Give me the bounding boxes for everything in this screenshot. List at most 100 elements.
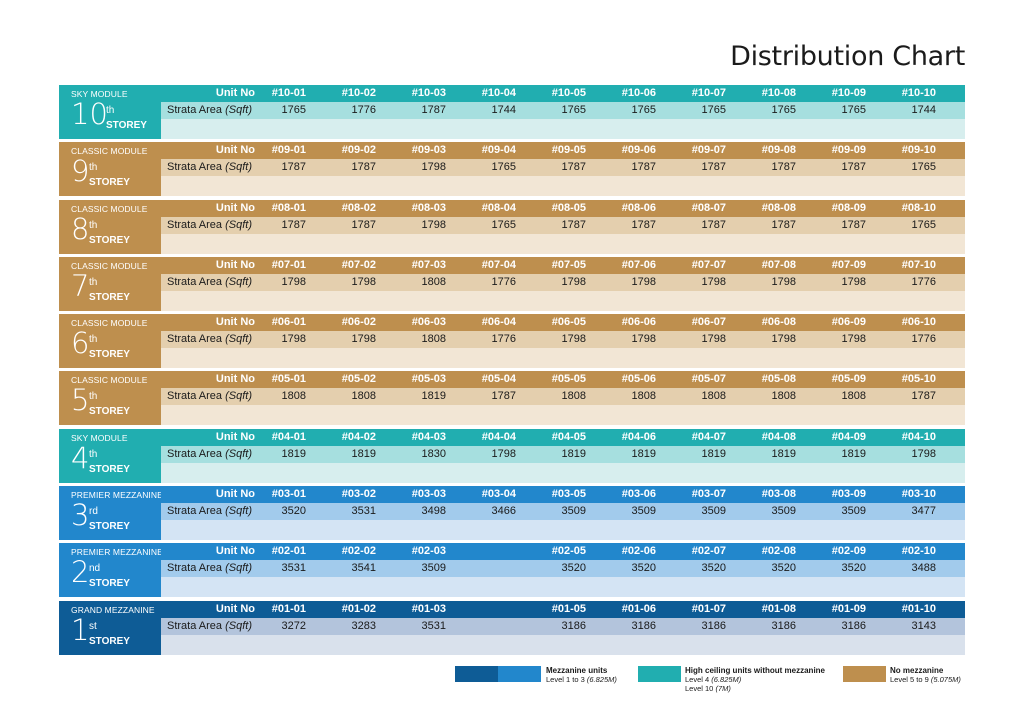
legend-no-mezzanine-title: No mezzanine bbox=[890, 666, 944, 675]
unit-number: #02-09 bbox=[831, 545, 866, 558]
unit-number: #02-06 bbox=[621, 545, 656, 558]
strata-area-label: Strata Area (Sqft) bbox=[167, 562, 252, 575]
strata-area-value: 3488 bbox=[911, 562, 936, 575]
storey-suffix: th bbox=[89, 276, 98, 288]
unit-number: #01-10 bbox=[901, 602, 936, 615]
unit-number: #06-02 bbox=[341, 316, 376, 329]
strata-area-value: 1765 bbox=[911, 218, 936, 231]
storey-number: 9 bbox=[71, 154, 90, 189]
strata-area-row: Strata Area (Sqft) 3272 3283 3531 3186 3186 31… bbox=[161, 617, 965, 635]
unit-number: #06-10 bbox=[901, 316, 936, 329]
strata-area-value: 3531 bbox=[421, 619, 446, 632]
unit-number: #04-10 bbox=[901, 430, 936, 443]
unit-number: #04-04 bbox=[481, 430, 516, 443]
unit-no-label: Unit No bbox=[215, 373, 255, 386]
unit-number: #08-07 bbox=[691, 201, 726, 214]
unit-number: #04-06 bbox=[621, 430, 656, 443]
strata-area-value: 3531 bbox=[281, 562, 306, 575]
blank-row bbox=[161, 233, 965, 254]
storey-number: 4 bbox=[71, 440, 90, 475]
strata-area-value: 1765 bbox=[281, 104, 306, 116]
legend-mezzanine-line1: Level 1 to 3 (6.825M) bbox=[546, 675, 617, 684]
strata-area-value: 1819 bbox=[281, 447, 306, 460]
strata-area-label: Strata Area (Sqft) bbox=[167, 333, 252, 346]
strata-area-value: 1819 bbox=[351, 447, 376, 460]
strata-area-value: 1819 bbox=[631, 447, 656, 460]
unit-number: #07-06 bbox=[621, 258, 656, 271]
strata-area-value: 1787 bbox=[771, 161, 796, 174]
strata-area-value: 1765 bbox=[631, 104, 656, 116]
unit-number: #05-03 bbox=[411, 373, 446, 386]
unit-number: #04-03 bbox=[411, 430, 446, 443]
unit-no-label: Unit No bbox=[215, 488, 255, 501]
strata-area-value: 3272 bbox=[281, 619, 306, 632]
strata-area-label: Strata Area (Sqft) bbox=[167, 275, 252, 288]
unit-number: #06-01 bbox=[271, 316, 306, 329]
storey-word: STOREY bbox=[89, 463, 130, 475]
strata-area-row: Strata Area (Sqft) 1808 1808 1819 1787 1808 18… bbox=[161, 388, 965, 406]
unit-number: #01-02 bbox=[341, 602, 376, 615]
unit-number: #06-08 bbox=[761, 316, 796, 329]
unit-number: #03-07 bbox=[691, 488, 726, 501]
strata-area-value: 3477 bbox=[911, 505, 936, 518]
module-name: CLASSIC MODULE bbox=[71, 318, 148, 329]
unit-number: #10-07 bbox=[691, 87, 726, 99]
unit-number: #09-02 bbox=[341, 144, 376, 157]
strata-area-row: Strata Area (Sqft) 1787 1787 1798 1765 1787 17… bbox=[161, 216, 965, 234]
unit-no-label: Unit No bbox=[215, 258, 255, 271]
blank-row bbox=[161, 119, 965, 139]
storey-word: STOREY bbox=[89, 635, 130, 647]
strata-area-value: 1808 bbox=[351, 390, 376, 403]
storey-number: 2 bbox=[71, 555, 90, 590]
unit-number: #02-02 bbox=[341, 545, 376, 558]
legend-high-ceiling-line2: Level 10 (7M) bbox=[685, 684, 731, 693]
strata-area-value: 1798 bbox=[351, 333, 376, 346]
module-name: GRAND MEZZANINE bbox=[71, 604, 155, 615]
blank-row bbox=[161, 634, 965, 655]
legend-no-mezzanine-line1: Level 5 to 9 (5.075M) bbox=[890, 675, 961, 684]
strata-area-value: 1765 bbox=[701, 104, 726, 116]
strata-area-value: 3186 bbox=[701, 619, 726, 632]
strata-area-value: 1776 bbox=[491, 333, 516, 346]
strata-area-value: 1787 bbox=[281, 218, 306, 231]
unit-number: #10-02 bbox=[341, 87, 376, 99]
strata-area-value: 1787 bbox=[491, 390, 516, 403]
unit-number: #09-03 bbox=[411, 144, 446, 157]
unit-number: #05-01 bbox=[271, 373, 306, 386]
legend-mezzanine: Mezzanine units Level 1 to 3 (6.825M) bbox=[546, 666, 617, 684]
unit-number: #01-09 bbox=[831, 602, 866, 615]
unit-no-row: Unit No #07-01 #07-02 #07-03 #07-04 #07-05 #07… bbox=[161, 256, 965, 274]
unit-number: #01-07 bbox=[691, 602, 726, 615]
unit-number: #07-01 bbox=[271, 258, 306, 271]
strata-area-value: 1808 bbox=[421, 275, 446, 288]
strata-area-value: 3509 bbox=[841, 505, 866, 518]
strata-area-value: 1776 bbox=[911, 333, 936, 346]
strata-area-value: 1798 bbox=[491, 447, 516, 460]
strata-area-row: Strata Area (Sqft) 1819 1819 1830 1798 1819 18… bbox=[161, 445, 965, 463]
blank-row bbox=[161, 176, 965, 197]
strata-area-value: 1787 bbox=[561, 161, 586, 174]
strata-area-value: 1787 bbox=[911, 390, 936, 403]
unit-no-row: Unit No #01-01 #01-02 #01-03 #01-05 #01-06 #01… bbox=[161, 600, 965, 618]
strata-area-value: 1776 bbox=[491, 275, 516, 288]
module-name: SKY MODULE bbox=[71, 432, 128, 443]
unit-number: #08-08 bbox=[761, 201, 796, 214]
strata-area-value: 1798 bbox=[421, 161, 446, 174]
strata-area-value: 1798 bbox=[421, 218, 446, 231]
unit-no-row: Unit No #09-01 #09-02 #09-03 #09-04 #09-05 #09… bbox=[161, 142, 965, 160]
storey-number: 7 bbox=[71, 268, 90, 303]
unit-no-label: Unit No bbox=[215, 602, 255, 615]
storey-word: STOREY bbox=[89, 349, 130, 361]
unit-number: #03-05 bbox=[551, 488, 586, 501]
strata-area-row: Strata Area (Sqft) 3531 3541 3509 3520 3520 35… bbox=[161, 560, 965, 578]
unit-number: #08-04 bbox=[481, 201, 516, 214]
strata-area-value: 1787 bbox=[631, 161, 656, 174]
unit-number: #06-07 bbox=[691, 316, 726, 329]
